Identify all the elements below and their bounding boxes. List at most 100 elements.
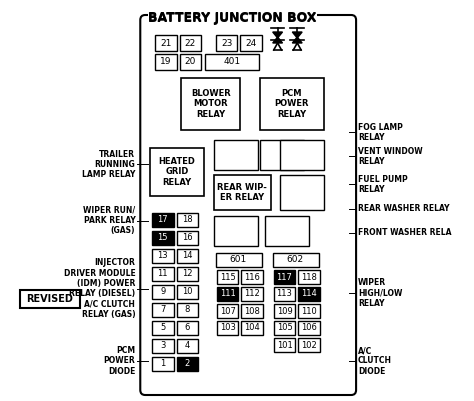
Text: 5: 5 xyxy=(160,324,165,332)
Bar xyxy=(152,303,173,317)
Bar xyxy=(241,287,263,301)
Bar xyxy=(152,357,173,371)
Bar xyxy=(216,35,237,51)
Bar xyxy=(214,175,271,210)
Text: 22: 22 xyxy=(185,38,196,47)
Text: WIPER
HIGH/LOW
RELAY: WIPER HIGH/LOW RELAY xyxy=(358,278,402,308)
Text: 107: 107 xyxy=(219,306,236,316)
Bar xyxy=(177,285,198,299)
Polygon shape xyxy=(292,32,302,38)
Text: 115: 115 xyxy=(220,273,236,282)
Bar xyxy=(240,35,262,51)
Text: WIPER RUN/
PARK RELAY
(GAS): WIPER RUN/ PARK RELAY (GAS) xyxy=(83,206,136,235)
Bar xyxy=(152,321,173,335)
Bar xyxy=(241,304,263,318)
Bar xyxy=(152,285,173,299)
Text: 15: 15 xyxy=(157,233,168,243)
Text: 118: 118 xyxy=(301,273,317,282)
Bar xyxy=(177,231,198,245)
Text: HEATED
GRID
RELAY: HEATED GRID RELAY xyxy=(159,157,195,187)
Bar xyxy=(152,339,173,353)
Bar xyxy=(217,321,238,335)
Text: 18: 18 xyxy=(182,215,192,225)
Text: PCM
POWER
DIODE: PCM POWER DIODE xyxy=(104,346,136,376)
Bar xyxy=(298,270,320,284)
Bar xyxy=(177,303,198,317)
Text: 101: 101 xyxy=(277,340,292,350)
Text: 14: 14 xyxy=(182,251,192,261)
Bar xyxy=(217,304,238,318)
Text: 12: 12 xyxy=(182,269,192,279)
Bar xyxy=(152,249,173,263)
Bar xyxy=(298,321,320,335)
Bar xyxy=(155,54,177,70)
Bar xyxy=(150,148,204,196)
Text: 110: 110 xyxy=(301,306,317,316)
Text: FUEL PUMP
RELAY: FUEL PUMP RELAY xyxy=(358,175,408,194)
Text: 6: 6 xyxy=(185,324,190,332)
Bar xyxy=(180,35,201,51)
Text: 103: 103 xyxy=(219,324,236,332)
Text: 7: 7 xyxy=(160,306,165,314)
Text: 109: 109 xyxy=(277,306,292,316)
Text: 13: 13 xyxy=(157,251,168,261)
Bar xyxy=(177,339,198,353)
Bar xyxy=(298,338,320,352)
Text: FRONT WASHER RELA: FRONT WASHER RELA xyxy=(358,228,452,237)
Text: 20: 20 xyxy=(184,57,196,67)
Bar xyxy=(217,287,238,301)
Bar xyxy=(19,290,81,308)
Bar xyxy=(214,216,258,246)
Bar xyxy=(273,304,295,318)
Bar xyxy=(273,338,295,352)
Text: REVISED: REVISED xyxy=(27,294,73,304)
Text: 21: 21 xyxy=(160,38,172,47)
Text: 601: 601 xyxy=(230,255,247,265)
Text: BLOWER
MOTOR
RELAY: BLOWER MOTOR RELAY xyxy=(191,89,231,119)
Bar xyxy=(217,270,238,284)
Text: 106: 106 xyxy=(301,324,317,332)
Text: 16: 16 xyxy=(182,233,192,243)
Bar xyxy=(177,249,198,263)
Text: 105: 105 xyxy=(277,324,292,332)
Bar xyxy=(265,216,309,246)
FancyBboxPatch shape xyxy=(140,15,356,395)
Bar xyxy=(214,140,258,170)
Text: 104: 104 xyxy=(244,324,260,332)
Text: 23: 23 xyxy=(221,38,232,47)
Bar xyxy=(273,253,319,267)
Text: REAR WASHER RELAY: REAR WASHER RELAY xyxy=(358,204,449,213)
Bar xyxy=(180,54,201,70)
Bar xyxy=(182,78,240,130)
Bar xyxy=(177,267,198,281)
Bar xyxy=(241,270,263,284)
Text: 11: 11 xyxy=(157,269,168,279)
Text: 24: 24 xyxy=(246,38,257,47)
Text: 9: 9 xyxy=(160,288,165,296)
Text: 10: 10 xyxy=(182,288,192,296)
Text: 17: 17 xyxy=(157,215,168,225)
Polygon shape xyxy=(292,37,302,43)
Text: BATTERY JUNCTION BOX: BATTERY JUNCTION BOX xyxy=(148,11,317,24)
Text: 116: 116 xyxy=(244,273,260,282)
Bar xyxy=(280,140,324,170)
Text: 2: 2 xyxy=(185,360,190,369)
Text: BATTERY JUNCTION BOX: BATTERY JUNCTION BOX xyxy=(148,12,317,25)
Text: 4: 4 xyxy=(185,342,190,350)
Text: 111: 111 xyxy=(220,290,236,298)
Text: 401: 401 xyxy=(223,57,241,67)
Bar xyxy=(298,304,320,318)
Text: 8: 8 xyxy=(185,306,190,314)
Bar xyxy=(273,287,295,301)
Text: INJECTOR
DRIVER MODULE
(IDM) POWER
RELAY (DIESEL)
A/C CLUTCH
RELAY (GAS): INJECTOR DRIVER MODULE (IDM) POWER RELAY… xyxy=(64,258,136,319)
Bar xyxy=(280,175,324,210)
Text: VENT WINDOW
RELAY: VENT WINDOW RELAY xyxy=(358,147,423,166)
Bar xyxy=(273,270,295,284)
Text: REAR WIP-
ER RELAY: REAR WIP- ER RELAY xyxy=(218,183,267,202)
Bar xyxy=(177,357,198,371)
Bar xyxy=(273,321,295,335)
Text: 112: 112 xyxy=(244,290,260,298)
Text: 19: 19 xyxy=(160,57,172,67)
Text: 117: 117 xyxy=(276,273,292,282)
Text: 113: 113 xyxy=(276,290,292,298)
